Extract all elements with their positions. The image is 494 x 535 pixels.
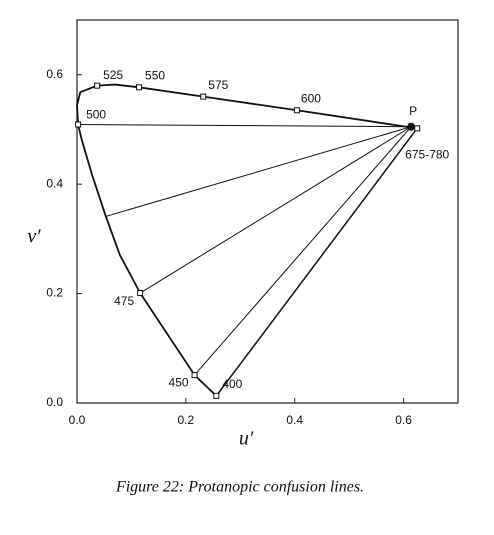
wavelength-label: 450 (169, 375, 189, 389)
confusion-line (194, 126, 412, 376)
wavelength-marker (94, 82, 101, 89)
plot-frame (76, 19, 459, 404)
wavelength-label: 525 (103, 68, 123, 82)
confusion-line (105, 126, 412, 217)
wavelength-label: 500 (86, 108, 106, 122)
wavelength-marker (137, 290, 144, 297)
wavelength-marker (293, 107, 300, 114)
copunctal-point (407, 122, 416, 131)
wavelength-marker (136, 84, 143, 91)
wavelength-marker (191, 372, 198, 379)
x-tick-label: 0.4 (286, 413, 303, 427)
caption: Figure 22: Protanopic confusion lines. (115, 479, 364, 496)
wavelength-label: 575 (208, 78, 228, 92)
x-tick-label: 0.2 (178, 413, 195, 427)
confusion-line (78, 124, 412, 128)
wavelength-marker (75, 121, 82, 128)
copunctal-label: P (409, 104, 417, 118)
y-tick-label: 0.4 (46, 176, 63, 190)
y-tick-label: 0.6 (46, 67, 63, 81)
wavelength-label: 475 (114, 294, 134, 308)
x-axis-title: u′ (239, 428, 254, 450)
wavelength-label: 675-780 (405, 148, 449, 162)
wavelength-label: 550 (145, 68, 165, 82)
y-tick-label: 0.2 (46, 286, 63, 300)
wavelength-marker (200, 93, 207, 100)
wavelength-label: 400 (222, 377, 242, 391)
wavelength-marker (213, 392, 220, 399)
x-tick-label: 0.0 (69, 413, 86, 427)
y-axis-title: v′ (27, 226, 41, 248)
purple-line (215, 127, 418, 397)
x-tick-label: 0.6 (395, 413, 412, 427)
wavelength-marker (414, 125, 421, 132)
spectrum-locus (76, 83, 418, 397)
wavelength-label: 600 (301, 91, 321, 105)
y-tick-label: 0.0 (46, 395, 63, 409)
confusion-line (139, 126, 412, 294)
